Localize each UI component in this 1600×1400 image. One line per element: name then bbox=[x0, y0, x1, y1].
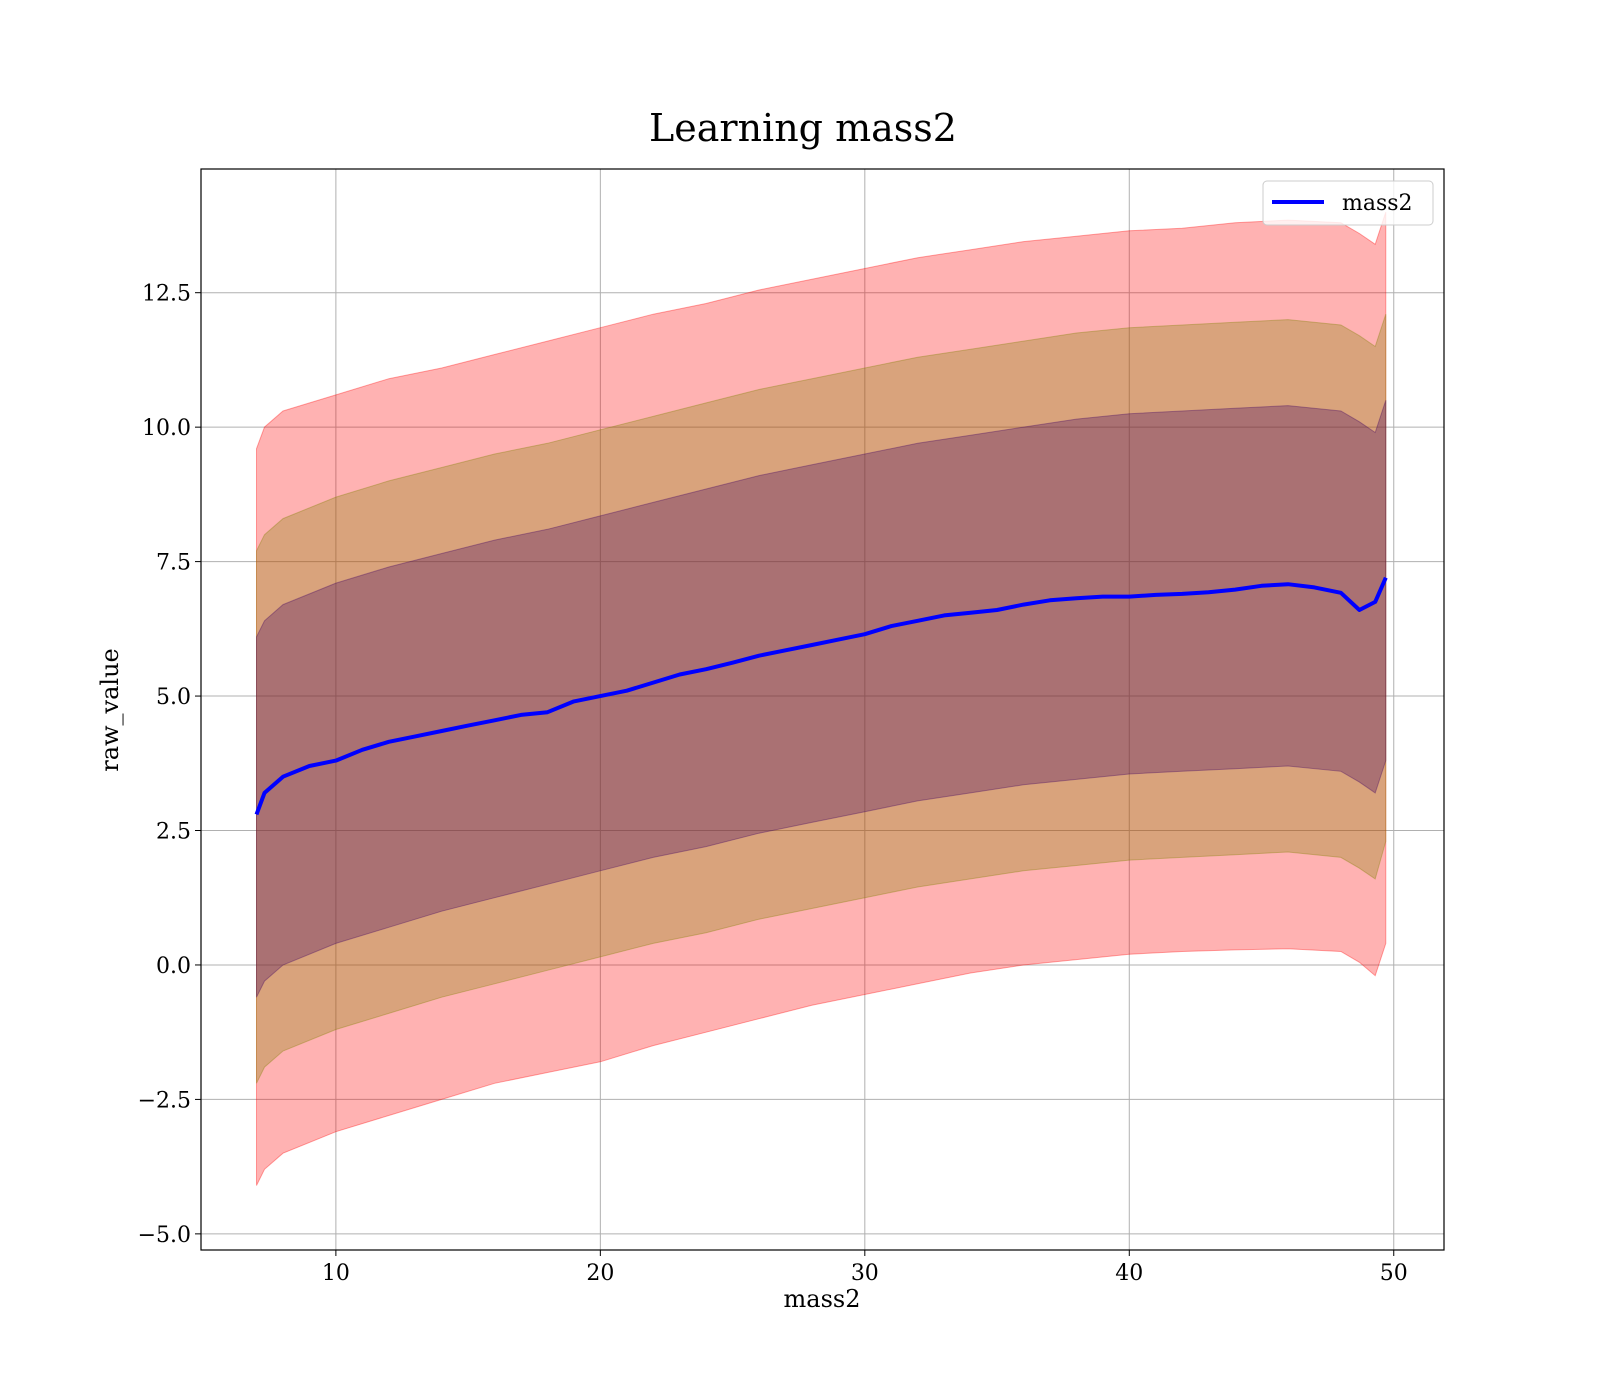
y-tick-label-2: 0.0 bbox=[156, 954, 191, 979]
legend: mass2 bbox=[1262, 180, 1434, 226]
x-tick-label-1: 20 bbox=[586, 1261, 614, 1286]
legend-label-mass2: mass2 bbox=[1342, 191, 1413, 216]
x-tick-label-0: 10 bbox=[322, 1261, 350, 1286]
band-inner bbox=[256, 400, 1387, 998]
y-tick-label-4: 5.0 bbox=[156, 685, 191, 710]
x-tick-label-4: 50 bbox=[1380, 1261, 1408, 1286]
legend-box bbox=[1262, 180, 1434, 226]
series-line-mass2 bbox=[254, 576, 1388, 816]
x-tick-label-2: 30 bbox=[851, 1261, 879, 1286]
y-tick-label-0: −5.0 bbox=[138, 1223, 191, 1248]
y-tick-label-1: −2.5 bbox=[138, 1088, 191, 1113]
x-axis-label: mass2 bbox=[784, 1285, 861, 1313]
band-outer bbox=[256, 211, 1387, 1186]
series-lines bbox=[254, 576, 1388, 816]
x-tick-label-3: 40 bbox=[1115, 1261, 1143, 1286]
band-middle bbox=[256, 314, 1387, 1084]
axis-ticks: 10 20 30 40 50 −5.0 −2.5 0.0 2.5 5.0 7.5 10.0 12.5 bbox=[138, 282, 1408, 1286]
y-axis-label: raw_value bbox=[96, 648, 124, 772]
grid bbox=[201, 169, 1444, 1250]
plot-frame bbox=[200, 168, 1445, 1251]
y-tick-label-6: 10.0 bbox=[142, 416, 191, 441]
confidence-bands bbox=[256, 211, 1387, 1186]
chart-title: Learning mass2 bbox=[649, 106, 957, 150]
y-tick-label-5: 7.5 bbox=[156, 551, 191, 576]
y-tick-label-3: 2.5 bbox=[156, 820, 191, 845]
y-tick-label-7: 12.5 bbox=[142, 282, 191, 307]
